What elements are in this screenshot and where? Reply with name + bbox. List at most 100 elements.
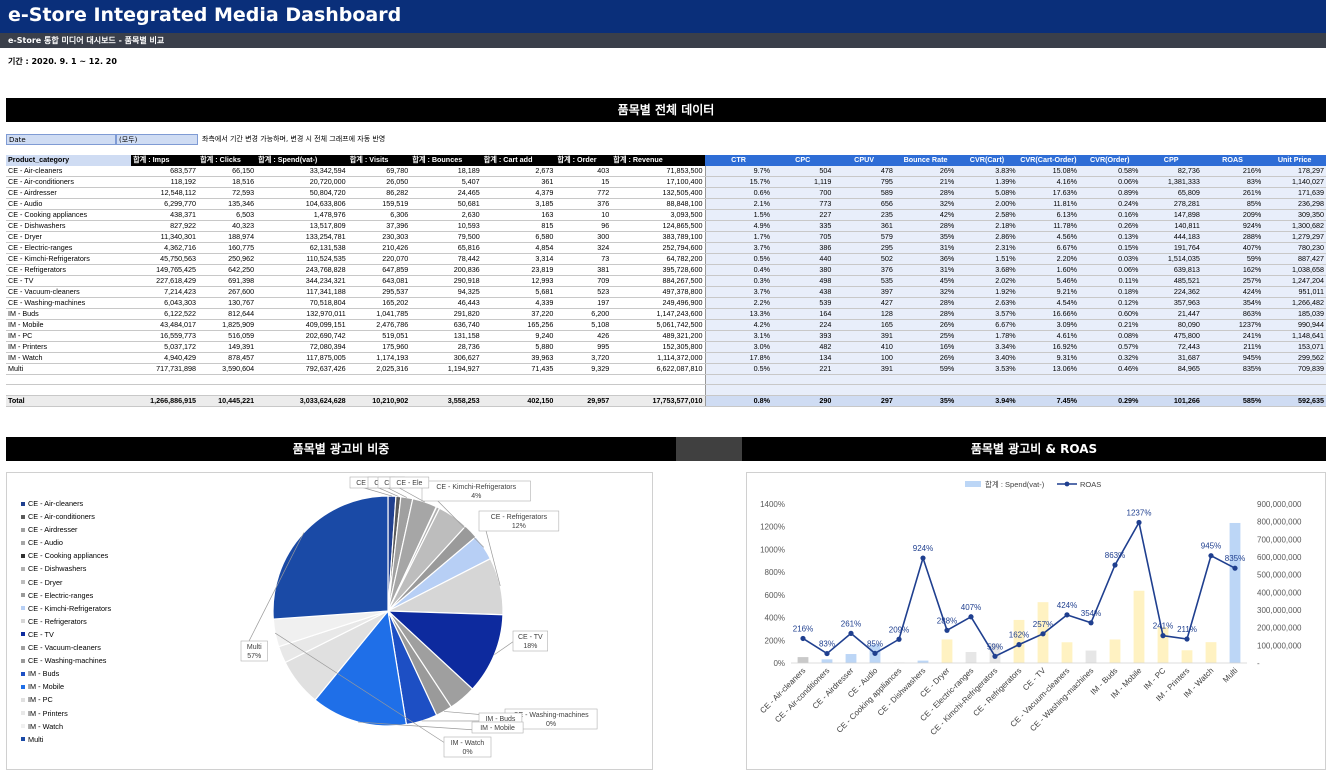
pie-legend-item[interactable]: CE - Audio <box>21 536 111 549</box>
table-cell: 252,794,600 <box>611 242 706 254</box>
column-header[interactable]: CTR <box>705 155 773 166</box>
pie-legend-item[interactable]: CE - Kimchi-Refrigerators <box>21 602 111 615</box>
table-cell: 100 <box>833 352 895 364</box>
table-cell: 59% <box>894 363 957 375</box>
table-cell: 295 <box>833 242 895 254</box>
pie-legend-item[interactable]: CE - Air-cleaners <box>21 497 111 510</box>
pie-chart: CE - Kimchi-Refrigerators 4% CE - Refriger… <box>240 476 598 758</box>
roas-data-label: 257% <box>1033 620 1053 629</box>
table-cell: 1,038,658 <box>1263 264 1326 276</box>
roas-data-label: 83% <box>819 640 835 649</box>
pie-legend-item[interactable]: Multi <box>21 733 111 746</box>
table-cell: 2,630 <box>410 209 482 221</box>
table-cell: 197 <box>555 297 612 309</box>
y-left-tick-label: 0% <box>773 659 785 668</box>
table-cell: 3.34% <box>956 341 1018 353</box>
table-cell: 26% <box>894 352 957 364</box>
pie-legend-item[interactable]: CE - Airdresser <box>21 523 111 536</box>
column-header[interactable]: Product_category <box>6 155 132 166</box>
section-title-spend-share: 품목별 광고비 비중 <box>6 437 676 461</box>
table-cell: 2.58% <box>956 209 1018 221</box>
table-cell: 3.09% <box>1017 319 1080 331</box>
legend-label: IM - Mobile <box>28 682 65 692</box>
column-header[interactable]: 합계 : Cart add <box>481 155 556 166</box>
column-header[interactable]: CVR(Cart-Order) <box>1017 155 1080 166</box>
table-cell: CE - Cooking appliances <box>6 209 132 221</box>
table-cell: 1,266,886,915 <box>131 394 199 407</box>
table-cell: 35% <box>894 231 957 243</box>
table-cell: 135,346 <box>198 198 257 210</box>
pie-legend-item[interactable]: CE - Electric-ranges <box>21 589 111 602</box>
pie-legend-item[interactable]: CE - Vacuum-cleaners <box>21 641 111 654</box>
column-header[interactable]: ROAS <box>1201 155 1264 166</box>
pie-legend-item[interactable]: CE - Dryer <box>21 576 111 589</box>
table-cell: 140,811 <box>1140 220 1202 232</box>
roas-point <box>1184 636 1190 642</box>
column-header[interactable]: 합계 : Visits <box>347 155 411 166</box>
column-header[interactable]: Unit Price <box>1263 155 1326 166</box>
table-cell: 535 <box>833 275 895 287</box>
roas-data-label: 85% <box>867 639 883 648</box>
pie-legend-item[interactable]: CE - Refrigerators <box>21 615 111 628</box>
dashboard-title: e-Store Integrated Media Dashboard <box>0 0 1326 33</box>
legend-swatch <box>21 606 25 611</box>
table-cell: 32% <box>894 198 957 210</box>
column-header[interactable]: CPC <box>772 155 834 166</box>
column-header[interactable]: 합계 : Bounces <box>410 155 482 166</box>
table-cell: CE - Kimchi-Refrigerators <box>6 253 132 265</box>
spend-bar <box>1061 642 1073 663</box>
table-cell: 36% <box>894 253 957 265</box>
pie-legend-item[interactable]: IM - Watch <box>21 720 111 733</box>
table-cell: 1,140,027 <box>1263 176 1326 188</box>
column-header[interactable]: 합계 : Revenue <box>611 155 706 166</box>
table-cell: 82,736 <box>1140 165 1202 177</box>
column-header[interactable]: 합계 : Clicks <box>198 155 257 166</box>
table-cell: 15 <box>555 176 612 188</box>
table-cell: 1,041,785 <box>347 308 411 320</box>
table-cell: 118,192 <box>131 176 199 188</box>
table-cell: CE - Dishwashers <box>6 220 132 232</box>
table-cell: 0.06% <box>1079 176 1141 188</box>
column-header[interactable]: CPP <box>1140 155 1202 166</box>
pie-legend-item[interactable]: CE - Washing-machines <box>21 654 111 667</box>
table-cell: 0.15% <box>1079 242 1141 254</box>
table-row: CE - Airdresser 12,548,112 72,593 50,804,72… <box>6 187 1326 199</box>
pie-legend-item[interactable]: IM - Printers <box>21 707 111 720</box>
column-header[interactable]: Bounce Rate <box>894 155 957 166</box>
pie-legend-item[interactable]: IM - Buds <box>21 667 111 680</box>
spend-bar <box>1013 619 1025 663</box>
column-header[interactable]: CPUV <box>833 155 895 166</box>
table-cell: 9,329 <box>555 363 612 375</box>
table-cell: 6,622,087,810 <box>611 363 706 375</box>
pie-legend-item[interactable]: CE - Dishwashers <box>21 562 111 575</box>
pie-legend-item[interactable]: CE - TV <box>21 628 111 641</box>
legend-swatch <box>21 697 25 702</box>
column-header[interactable]: 합계 : Order <box>555 155 612 166</box>
column-header[interactable]: 합계 : Spend(vat-) <box>256 155 348 166</box>
pie-legend-item[interactable]: CE - Air-conditioners <box>21 510 111 523</box>
pie-slice[interactable] <box>386 610 504 690</box>
table-cell: 3.7% <box>705 286 773 298</box>
roas-point <box>1088 620 1094 626</box>
svg-text:IM - Watch: IM - Watch <box>451 740 485 747</box>
table-cell: 65,816 <box>410 242 482 254</box>
table-cell: 45% <box>894 275 957 287</box>
table-cell: 0.06% <box>1079 264 1141 276</box>
column-header[interactable]: 합계 : Imps <box>131 155 199 166</box>
table-cell: 83% <box>1201 176 1264 188</box>
column-header[interactable]: CVR(Order) <box>1079 155 1141 166</box>
pie-legend-item[interactable]: CE - Cooking appliances <box>21 549 111 562</box>
legend-label: IM - PC <box>28 695 53 705</box>
table-row: IM - Watch 4,940,429 878,457 117,875,005 1,1… <box>6 352 1326 364</box>
table-cell: 33,342,594 <box>256 165 348 177</box>
pie-legend-item[interactable]: IM - PC <box>21 693 111 706</box>
table-row: CE - Dryer 11,340,301 188,974 133,254,781 23… <box>6 231 1326 243</box>
table-cell: 257% <box>1201 275 1264 287</box>
pie-data-label: IM - Watch 0% <box>274 632 492 758</box>
date-filter-dropdown[interactable]: (모두) <box>116 134 198 145</box>
pie-legend-item[interactable]: IM - Mobile <box>21 680 111 693</box>
pie-slice[interactable] <box>272 495 389 620</box>
table-cell <box>198 374 257 385</box>
table-cell: IM - Watch <box>6 352 132 364</box>
column-header[interactable]: CVR(Cart) <box>956 155 1018 166</box>
